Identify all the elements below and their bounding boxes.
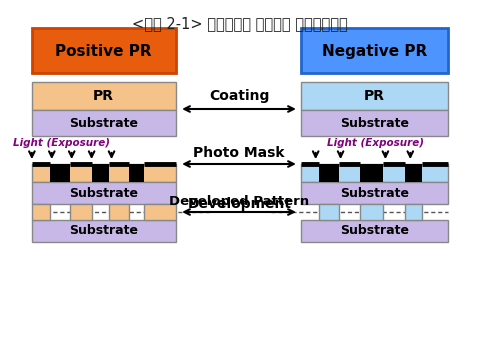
Text: Substrate: Substrate bbox=[69, 187, 138, 199]
Text: Substrate: Substrate bbox=[340, 187, 409, 199]
Bar bbox=[32, 164, 176, 182]
Text: PR: PR bbox=[93, 89, 114, 103]
Text: Development: Development bbox=[188, 197, 292, 211]
Bar bbox=[301, 182, 448, 204]
Bar bbox=[32, 204, 50, 220]
Bar bbox=[109, 204, 130, 220]
Bar bbox=[144, 204, 176, 220]
Text: Coating: Coating bbox=[209, 89, 269, 103]
Bar bbox=[301, 220, 448, 242]
Bar bbox=[32, 110, 176, 136]
Bar bbox=[360, 164, 383, 182]
Text: Light (Exposure): Light (Exposure) bbox=[13, 138, 110, 148]
Bar bbox=[301, 164, 448, 182]
Bar bbox=[405, 204, 422, 220]
Text: PR: PR bbox=[364, 89, 385, 103]
Text: Light (Exposure): Light (Exposure) bbox=[327, 138, 424, 148]
Text: Negative PR: Negative PR bbox=[322, 44, 427, 58]
Bar bbox=[360, 204, 383, 220]
Bar bbox=[319, 204, 338, 220]
Bar bbox=[92, 164, 109, 182]
Bar bbox=[32, 28, 176, 73]
Text: Substrate: Substrate bbox=[340, 116, 409, 130]
Text: Positive PR: Positive PR bbox=[55, 44, 152, 58]
Text: Substrate: Substrate bbox=[69, 116, 138, 130]
Bar bbox=[301, 110, 448, 136]
Bar bbox=[130, 164, 144, 182]
Text: Substrate: Substrate bbox=[340, 224, 409, 237]
Text: <그림 2-1> 포지티브와 네가티브 포토레지스트: <그림 2-1> 포지티브와 네가티브 포토레지스트 bbox=[132, 16, 348, 31]
Bar bbox=[319, 164, 338, 182]
Bar bbox=[32, 182, 176, 204]
Bar bbox=[301, 28, 448, 73]
Bar bbox=[50, 164, 70, 182]
Bar bbox=[301, 82, 448, 110]
Text: Substrate: Substrate bbox=[69, 224, 138, 237]
Bar bbox=[32, 82, 176, 110]
Text: Developed Pattern: Developed Pattern bbox=[169, 195, 309, 208]
Text: Photo Mask: Photo Mask bbox=[193, 146, 285, 160]
Bar bbox=[32, 220, 176, 242]
Bar bbox=[405, 164, 422, 182]
Bar bbox=[70, 204, 92, 220]
